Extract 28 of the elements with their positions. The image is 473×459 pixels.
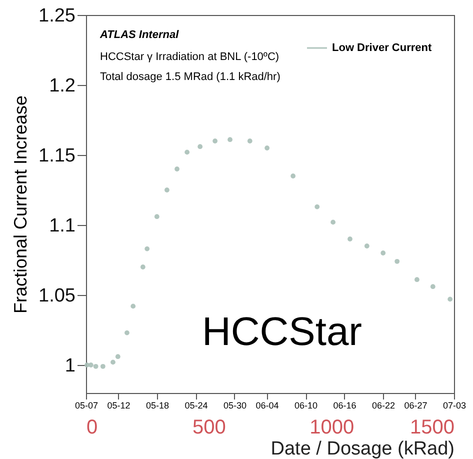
x-tick-label: 1000: [310, 416, 354, 438]
x2-tick-label: 06-04: [256, 400, 279, 410]
x2-tick-label: 05-12: [107, 400, 130, 410]
x2-tick-label: 05-18: [146, 400, 170, 410]
x2-tick-label: 07-03: [442, 400, 466, 410]
x2-tick-label: 06-10: [294, 400, 318, 410]
y-tick-label: 1: [64, 356, 76, 376]
x2-tick-label: 06-27: [404, 400, 428, 410]
y-tick-label: 1.25: [38, 6, 76, 26]
x2-tick-label: 05-07: [74, 400, 98, 410]
y-tick-label: 1.15: [38, 146, 76, 166]
annotation: ATLAS Internal: [99, 29, 180, 41]
y-axis-title: Fractional Current Increase: [10, 95, 31, 314]
annotation: HCCStar γ Irradiation at BNL (-10ºC): [100, 51, 280, 63]
annotation: HCCStar: [202, 310, 362, 354]
y-tick-label: 1.2: [49, 76, 76, 96]
legend-label: Low Driver Current: [332, 42, 432, 54]
x-tick-label: 1500: [410, 416, 454, 438]
x-tick-label: 500: [192, 416, 226, 438]
y-tick-label: 1.1: [49, 216, 76, 236]
x-axis-title: Date / Dosage (kRad): [270, 438, 454, 459]
x2-tick-label: 06-22: [372, 400, 395, 410]
x-tick-label: 0: [86, 416, 98, 438]
x2-tick-label: 05-30: [223, 400, 247, 410]
x2-tick-label: 06-16: [333, 400, 356, 410]
x2-tick-label: 05-24: [184, 400, 208, 410]
y-tick-label: 1.05: [38, 286, 76, 306]
annotation: Total dosage 1.5 MRad (1.1 kRad/hr): [100, 71, 280, 83]
